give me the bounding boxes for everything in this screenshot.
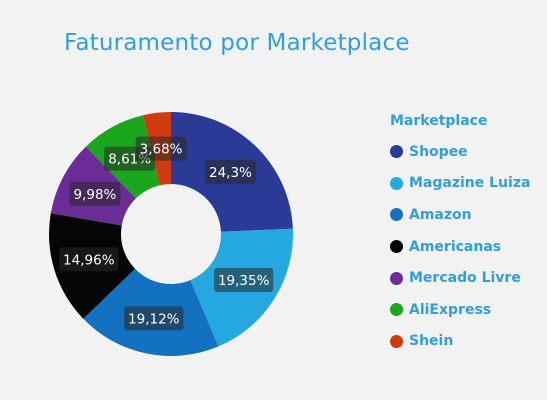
- legend-item-americanas[interactable]: Americanas: [390, 231, 530, 263]
- legend-label: AliExpress: [409, 301, 492, 318]
- data-label-mercado-livre: 9,98%: [69, 181, 121, 206]
- data-label-amazon: 19,12%: [124, 306, 184, 331]
- legend-swatch: [390, 303, 403, 317]
- legend-label: Shein: [409, 333, 454, 350]
- legend-swatch: [390, 176, 403, 190]
- legend-title: Marketplace: [390, 113, 488, 129]
- chart-title: Faturamento por Marketplace: [64, 30, 410, 56]
- svg-text:3,68%: 3,68%: [140, 142, 183, 158]
- legend: Marketplace Shopee Magazine Luiza Amazon Am…: [390, 113, 530, 357]
- legend-swatch: [390, 240, 403, 254]
- legend-label: Magazine Luiza: [409, 175, 531, 192]
- legend-item-amazon[interactable]: Amazon: [390, 199, 530, 231]
- legend-item-aliexpress[interactable]: AliExpress: [390, 294, 530, 326]
- legend-label: Shopee: [409, 143, 468, 160]
- legend-item-shopee[interactable]: Shopee: [390, 136, 530, 168]
- legend-swatch: [390, 271, 403, 285]
- legend-item-shein[interactable]: Shein: [390, 326, 530, 358]
- legend-swatch: [390, 208, 403, 222]
- svg-text:14,96%: 14,96%: [63, 252, 115, 268]
- legend-swatch: [390, 334, 403, 348]
- legend-swatch: [390, 145, 403, 159]
- svg-text:24,3%: 24,3%: [209, 165, 252, 181]
- svg-text:19,12%: 19,12%: [128, 311, 180, 327]
- svg-text:19,35%: 19,35%: [218, 273, 270, 289]
- legend-label: Amazon: [409, 206, 472, 223]
- legend-label: Americanas: [409, 238, 502, 255]
- data-label-shein: 3,68%: [135, 136, 187, 161]
- data-label-magazine-luiza: 19,35%: [214, 267, 274, 292]
- legend-item-mercado-livre[interactable]: Mercado Livre: [390, 262, 530, 294]
- legend-item-magazine-luiza[interactable]: Magazine Luiza: [390, 168, 530, 200]
- data-label-americanas: 14,96%: [59, 247, 119, 272]
- svg-text:9,98%: 9,98%: [73, 187, 116, 203]
- data-label-shopee: 24,3%: [204, 159, 256, 184]
- legend-label: Mercado Livre: [409, 270, 521, 287]
